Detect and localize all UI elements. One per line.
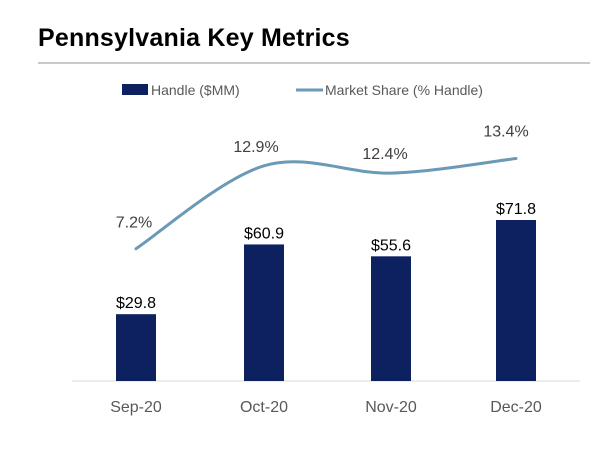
bar-value-label: $71.8 <box>496 201 536 218</box>
x-tick-label: Dec-20 <box>490 399 542 416</box>
bar-handle-0 <box>116 314 156 381</box>
bar-handle-2 <box>371 256 411 381</box>
chart-title: Pennsylvania Key Metrics <box>38 24 350 52</box>
legend-label-handle: Handle ($MM) <box>151 82 240 98</box>
legend: Handle ($MM) Market Share (% Handle) <box>122 82 483 98</box>
market-share-value-label: 12.4% <box>362 146 407 163</box>
market-share-value-label: 12.9% <box>233 139 278 156</box>
title-divider <box>38 62 590 64</box>
legend-label-market-share: Market Share (% Handle) <box>325 82 483 98</box>
market-share-value-label: 13.4% <box>483 124 528 141</box>
market-share-line <box>134 157 518 251</box>
bar-handle-3 <box>496 220 536 381</box>
bar-value-label: $29.8 <box>116 295 156 312</box>
x-tick-label: Oct-20 <box>240 399 288 416</box>
bar-value-label: $60.9 <box>244 225 284 242</box>
bar-handle-1 <box>244 244 284 381</box>
x-tick-label: Nov-20 <box>365 399 417 416</box>
market-share-value-label: 7.2% <box>116 215 152 232</box>
legend-swatch-handle <box>122 84 148 95</box>
x-tick-label: Sep-20 <box>110 399 162 416</box>
bar-value-label: $55.6 <box>371 237 411 254</box>
